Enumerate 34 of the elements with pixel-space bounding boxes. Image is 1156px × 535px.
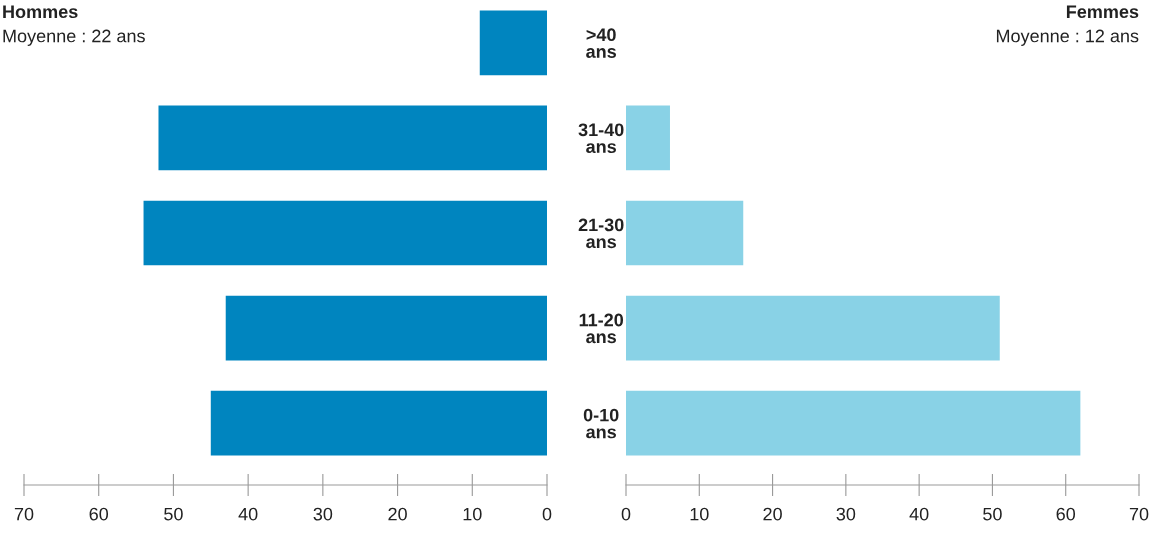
bar — [210, 390, 547, 456]
bar — [158, 105, 547, 171]
bar — [143, 200, 547, 266]
x-tick-label: 70 — [1129, 507, 1149, 521]
bar — [626, 105, 670, 171]
x-tick-label: 50 — [164, 507, 183, 521]
x-tick-label: 60 — [1056, 507, 1076, 521]
bar — [626, 295, 1000, 361]
x-tick-label: 10 — [463, 507, 482, 521]
bar — [479, 10, 547, 76]
y-tick-label: 0-10 ans — [583, 408, 619, 439]
chart-title: Femmes — [1066, 5, 1139, 19]
x-tick-label: 20 — [763, 507, 782, 521]
text: Moyenne : 12 ans — [996, 29, 1139, 46]
x-tick-label: 0 — [621, 507, 631, 521]
bar — [626, 390, 1081, 456]
x-tick-label: 10 — [690, 507, 709, 521]
x-tick-label: 30 — [313, 507, 333, 521]
y-tick-label: 31-40 ans — [578, 123, 624, 154]
x-tick-label: 30 — [836, 507, 856, 521]
y-tick-label: 11-20 ans — [579, 313, 624, 344]
x-tick-label: 70 — [14, 507, 34, 521]
x-tick-label: 20 — [388, 507, 407, 521]
y-tick-label: 21-30 ans — [578, 218, 624, 249]
chart-title: Hommes — [3, 5, 78, 19]
text: Moyenne : 22 ans — [3, 29, 145, 46]
x-tick-label: 60 — [89, 507, 109, 521]
x-tick-label: 40 — [909, 507, 929, 521]
y-tick-label: >40 ans — [586, 28, 616, 58]
x-tick-label: 40 — [238, 507, 258, 521]
bar — [225, 295, 547, 361]
x-tick-label: 0 — [542, 507, 552, 521]
x-tick-label: 50 — [983, 507, 1002, 521]
bar — [626, 200, 744, 266]
